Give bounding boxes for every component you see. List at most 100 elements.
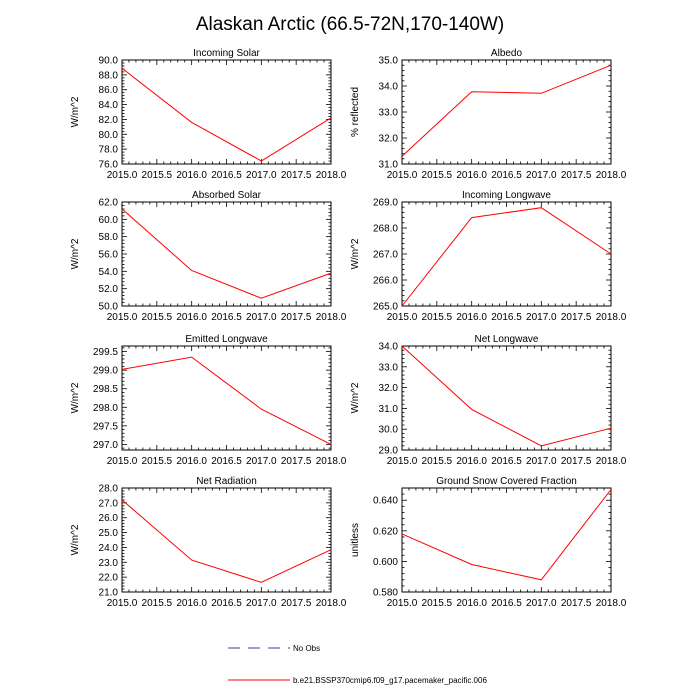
x-tick-label: 2015.0 bbox=[107, 598, 138, 609]
chart-panel: Net Longwave W/m^2 2015.0 2015.5 2016.0 2016.… bbox=[350, 334, 627, 467]
y-tick-label: 0.640 bbox=[373, 496, 398, 507]
chart-panel: Absorbed Solar W/m^2 2015.0 2015.5 2016.0 201… bbox=[70, 190, 347, 323]
chart-panel: Ground Snow Covered Fraction unitless 2015… bbox=[350, 476, 627, 609]
series-line bbox=[401, 489, 612, 581]
y-tick-label: 298.5 bbox=[93, 384, 118, 395]
x-tick-label: 2018.0 bbox=[316, 170, 347, 181]
figure-title: Alaskan Arctic (66.5-72N,170-140W) bbox=[196, 14, 504, 35]
x-tick-label: 2017.0 bbox=[526, 598, 557, 609]
plot-frame bbox=[121, 487, 332, 593]
y-tick-label: 22.0 bbox=[99, 573, 119, 584]
y-tick-label: 266.0 bbox=[373, 276, 398, 287]
x-tick-label: 2017.5 bbox=[281, 456, 312, 467]
y-tick-label: 62.0 bbox=[99, 198, 119, 209]
y-axis-label: W/m^2 bbox=[70, 96, 81, 127]
x-tick-label: 2017.5 bbox=[281, 170, 312, 181]
x-tick-label: 2018.0 bbox=[596, 312, 627, 323]
x-tick-label: 2015.5 bbox=[422, 312, 453, 323]
y-tick-label: 26.0 bbox=[99, 513, 119, 524]
x-tick-label: 2016.0 bbox=[456, 312, 487, 323]
y-tick-label: 84.0 bbox=[99, 100, 119, 111]
plot-frame bbox=[121, 345, 332, 451]
y-tick-label: 269.0 bbox=[373, 198, 398, 209]
y-tick-label: 60.0 bbox=[99, 215, 119, 226]
y-tick-label: 24.0 bbox=[99, 543, 119, 554]
chart-title: Net Radiation bbox=[196, 476, 257, 487]
chart-panel: Net Radiation W/m^2 2015.0 2015.5 2016.0 2016… bbox=[70, 476, 347, 609]
y-tick-label: 34.0 bbox=[379, 82, 399, 93]
x-tick-label: 2017.0 bbox=[246, 170, 277, 181]
chart-panel: Incoming Longwave W/m^2 2015.0 2015.5 2016.0… bbox=[350, 190, 627, 323]
chart-title: Net Longwave bbox=[475, 334, 539, 345]
y-tick-label: 29.0 bbox=[379, 446, 399, 457]
y-tick-label: 0.620 bbox=[373, 526, 398, 537]
y-tick-label: 32.0 bbox=[379, 134, 399, 145]
x-tick-label: 2016.5 bbox=[211, 170, 242, 181]
x-tick-label: 2015.0 bbox=[387, 456, 418, 467]
y-tick-label: 34.0 bbox=[379, 342, 399, 353]
y-tick-label: 76.0 bbox=[99, 160, 119, 171]
x-tick-label: 2017.0 bbox=[526, 456, 557, 467]
chart-title: Albedo bbox=[491, 48, 523, 59]
y-tick-label: 23.0 bbox=[99, 558, 119, 569]
y-tick-label: 299.0 bbox=[93, 366, 118, 377]
y-axis-label: % reflected bbox=[350, 87, 361, 137]
x-tick-label: 2017.0 bbox=[246, 312, 277, 323]
y-axis-label: W/m^2 bbox=[70, 382, 81, 413]
x-tick-label: 2016.0 bbox=[456, 456, 487, 467]
y-tick-label: 90.0 bbox=[99, 56, 119, 67]
y-axis-label: W/m^2 bbox=[70, 238, 81, 269]
chart-panel: Emitted Longwave W/m^2 2015.0 2015.5 2016.0 2… bbox=[70, 334, 347, 467]
series-line bbox=[121, 208, 332, 299]
y-tick-label: 78.0 bbox=[99, 145, 119, 156]
series-line bbox=[121, 499, 332, 583]
legend-obs-label: No Obs bbox=[293, 644, 320, 653]
y-tick-label: 297.0 bbox=[93, 440, 118, 451]
y-tick-label: 33.0 bbox=[379, 108, 399, 119]
y-tick-label: 54.0 bbox=[99, 267, 119, 278]
plot-frame bbox=[401, 59, 612, 165]
series-line bbox=[121, 67, 332, 162]
x-tick-label: 2016.5 bbox=[211, 456, 242, 467]
x-tick-label: 2016.5 bbox=[491, 456, 522, 467]
y-tick-label: 30.0 bbox=[379, 425, 399, 436]
x-tick-label: 2016.0 bbox=[456, 598, 487, 609]
chart-title: Incoming Solar bbox=[193, 48, 260, 59]
y-tick-label: 297.5 bbox=[93, 421, 118, 432]
chart-title: Incoming Longwave bbox=[462, 190, 551, 201]
x-tick-label: 2018.0 bbox=[596, 598, 627, 609]
y-tick-label: 33.0 bbox=[379, 362, 399, 373]
plot-frame bbox=[401, 201, 612, 307]
x-tick-label: 2017.0 bbox=[246, 456, 277, 467]
x-tick-label: 2016.5 bbox=[491, 170, 522, 181]
x-tick-label: 2015.5 bbox=[422, 170, 453, 181]
x-tick-label: 2016.5 bbox=[211, 312, 242, 323]
chart-panel: Incoming Solar W/m^2 2015.0 2015.5 2016.0 201… bbox=[70, 48, 347, 181]
y-tick-label: 0.600 bbox=[373, 557, 398, 568]
y-tick-label: 0.580 bbox=[373, 588, 398, 599]
x-tick-label: 2017.0 bbox=[526, 170, 557, 181]
x-tick-label: 2015.0 bbox=[387, 598, 418, 609]
y-axis-label: unitless bbox=[350, 523, 361, 557]
x-tick-label: 2015.5 bbox=[142, 312, 173, 323]
y-tick-label: 31.0 bbox=[379, 160, 399, 171]
y-tick-label: 56.0 bbox=[99, 250, 119, 261]
series-line bbox=[401, 207, 612, 307]
chart-title: Ground Snow Covered Fraction bbox=[436, 476, 577, 487]
x-tick-label: 2017.5 bbox=[281, 312, 312, 323]
x-tick-label: 2015.5 bbox=[422, 598, 453, 609]
y-tick-label: 25.0 bbox=[99, 528, 119, 539]
x-tick-label: 2015.0 bbox=[107, 456, 138, 467]
x-tick-label: 2016.0 bbox=[176, 312, 207, 323]
legend: No Obs b.e21.BSSP370cmip6.f09_g17.pacema… bbox=[228, 644, 487, 685]
chart-title: Absorbed Solar bbox=[192, 190, 262, 201]
x-tick-label: 2017.5 bbox=[281, 598, 312, 609]
x-tick-label: 2017.5 bbox=[561, 456, 592, 467]
y-tick-label: 298.0 bbox=[93, 403, 118, 414]
series-line bbox=[401, 345, 612, 447]
x-tick-label: 2018.0 bbox=[316, 312, 347, 323]
x-tick-label: 2018.0 bbox=[596, 170, 627, 181]
x-tick-label: 2015.0 bbox=[107, 312, 138, 323]
x-tick-label: 2016.0 bbox=[176, 456, 207, 467]
